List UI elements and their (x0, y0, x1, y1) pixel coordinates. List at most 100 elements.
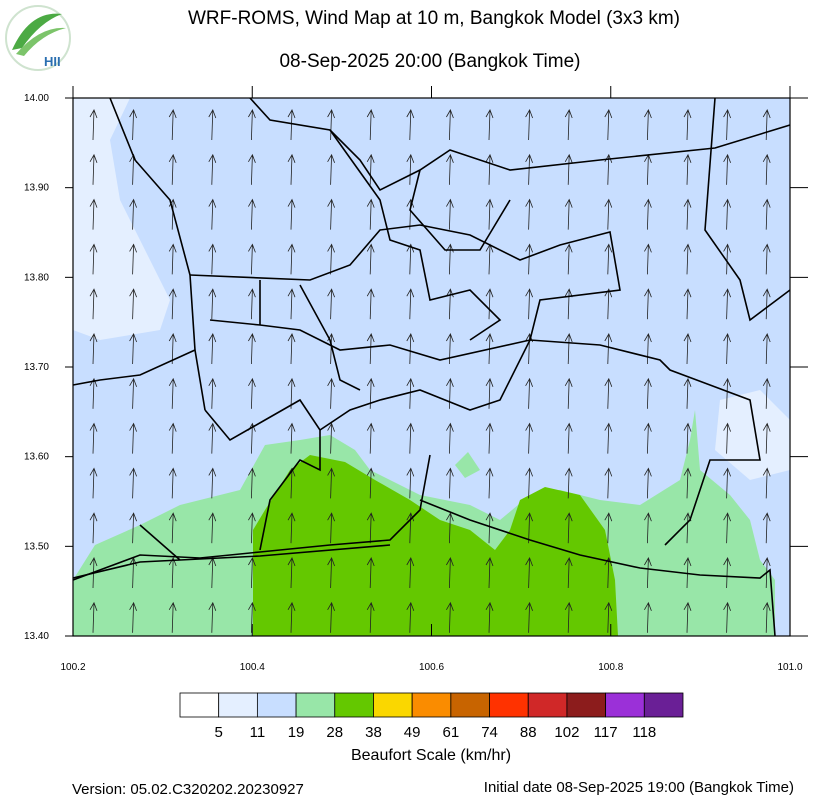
colorbar-swatch (179, 692, 220, 718)
wind-arrow (525, 422, 533, 454)
wind-arrow (366, 422, 375, 454)
wind-arrow (485, 153, 494, 185)
wind-arrow (762, 109, 771, 141)
colorbar-swatch (334, 692, 374, 718)
wind-arrow (683, 153, 692, 185)
wind-arrow (129, 243, 137, 275)
wind-arrow (366, 557, 375, 589)
wind-arrow (366, 601, 375, 633)
wind-arrow (644, 288, 652, 320)
axes: 100.2 100.4 100.6 100.8 101.0 13.40 13.50 13.60… (24, 86, 808, 673)
wind-arrow (683, 422, 692, 454)
wind-zone (73, 98, 170, 340)
wind-arrow (564, 557, 573, 589)
wind-arrow (208, 333, 217, 365)
wind-arrow (89, 467, 98, 499)
wind-arrow (89, 601, 98, 633)
wind-arrow (564, 377, 573, 409)
colorbar-swatch (566, 692, 607, 718)
wind-arrow (762, 198, 771, 230)
boundary (72, 454, 776, 637)
wind-arrow (287, 512, 296, 544)
wind-arrow (406, 377, 415, 409)
wind-arrow (248, 109, 256, 141)
wind-arrow (723, 422, 731, 454)
wind-arrow (89, 288, 98, 320)
colorbar-label: 88 (520, 724, 537, 741)
wind-arrow (762, 288, 771, 320)
wind-arrow (129, 601, 137, 633)
map (72, 97, 791, 637)
colorbar-label: 49 (404, 724, 421, 741)
y-tick-label: 13.80 (24, 272, 49, 283)
wind-arrow (287, 288, 296, 320)
colorbar-label: 5 (215, 724, 223, 741)
wind-arrow (644, 557, 652, 589)
wind-arrow (525, 467, 533, 499)
wind-arrow (644, 109, 652, 141)
colorbar-swatch (643, 692, 684, 718)
wind-arrow (327, 377, 335, 409)
wind-arrow (723, 512, 731, 544)
wind-arrow (168, 467, 177, 499)
wind-arrow (406, 512, 415, 544)
colorbar-swatch (411, 692, 452, 718)
wind-arrow (525, 243, 533, 275)
wind-arrow (168, 109, 177, 141)
wind-arrow (327, 601, 335, 633)
wind-arrow (406, 243, 415, 275)
wind-arrow (327, 288, 335, 320)
wind-arrow (485, 288, 494, 320)
colorbar-label: 19 (288, 724, 305, 741)
wind-arrow (406, 288, 415, 320)
wind-arrow (89, 109, 98, 141)
wind-arrow (564, 243, 573, 275)
wind-arrow (366, 243, 375, 275)
wind-arrow (644, 333, 652, 365)
wind-arrow (208, 377, 217, 409)
wind-arrow (525, 109, 533, 141)
wind-arrow (168, 243, 177, 275)
wind-arrow (168, 557, 177, 589)
version: Version: 05.02.C320202.20230927 (72, 781, 304, 798)
wind-arrow (89, 333, 98, 365)
wind-arrow (604, 601, 613, 633)
wind-arrow (762, 377, 771, 409)
wind-arrow (287, 333, 296, 365)
wind-arrow (248, 512, 256, 544)
wind-arrow (248, 243, 256, 275)
wind-arrow (525, 557, 533, 589)
wind-zone (715, 390, 790, 480)
initial-date: Initial date 08-Sep-2025 19:00 (Bangkok … (484, 779, 794, 796)
wind-arrow (287, 377, 296, 409)
wind-arrow (129, 377, 137, 409)
wind-arrow (248, 333, 256, 365)
wind-arrow (89, 198, 98, 230)
wind-arrow (564, 109, 573, 141)
y-tick-label: 13.90 (24, 183, 49, 194)
wind-arrow (168, 601, 177, 633)
wind-arrow (564, 422, 573, 454)
colorbar-swatch (450, 692, 490, 718)
wind-arrow (208, 601, 217, 633)
wind-arrow (683, 243, 692, 275)
wind-arrow (525, 153, 533, 185)
wind-arrow (168, 422, 177, 454)
wind-arrow (683, 198, 692, 230)
wind-arrow (644, 377, 652, 409)
wind-arrow (683, 109, 692, 141)
wind-arrow (129, 422, 137, 454)
wind-arrow (525, 198, 533, 230)
wind-zone (455, 452, 480, 478)
wind-arrow (208, 422, 217, 454)
wind-arrow (762, 243, 771, 275)
wind-arrow (406, 557, 415, 589)
wind-arrow (208, 467, 217, 499)
wind-arrow (287, 557, 296, 589)
logo-leaf (12, 13, 62, 50)
logo-leaf (16, 27, 66, 56)
x-tick-label: 101.0 (777, 662, 802, 673)
wind-arrow (366, 153, 375, 185)
wind-arrow (644, 601, 652, 633)
wind-arrow (327, 422, 335, 454)
